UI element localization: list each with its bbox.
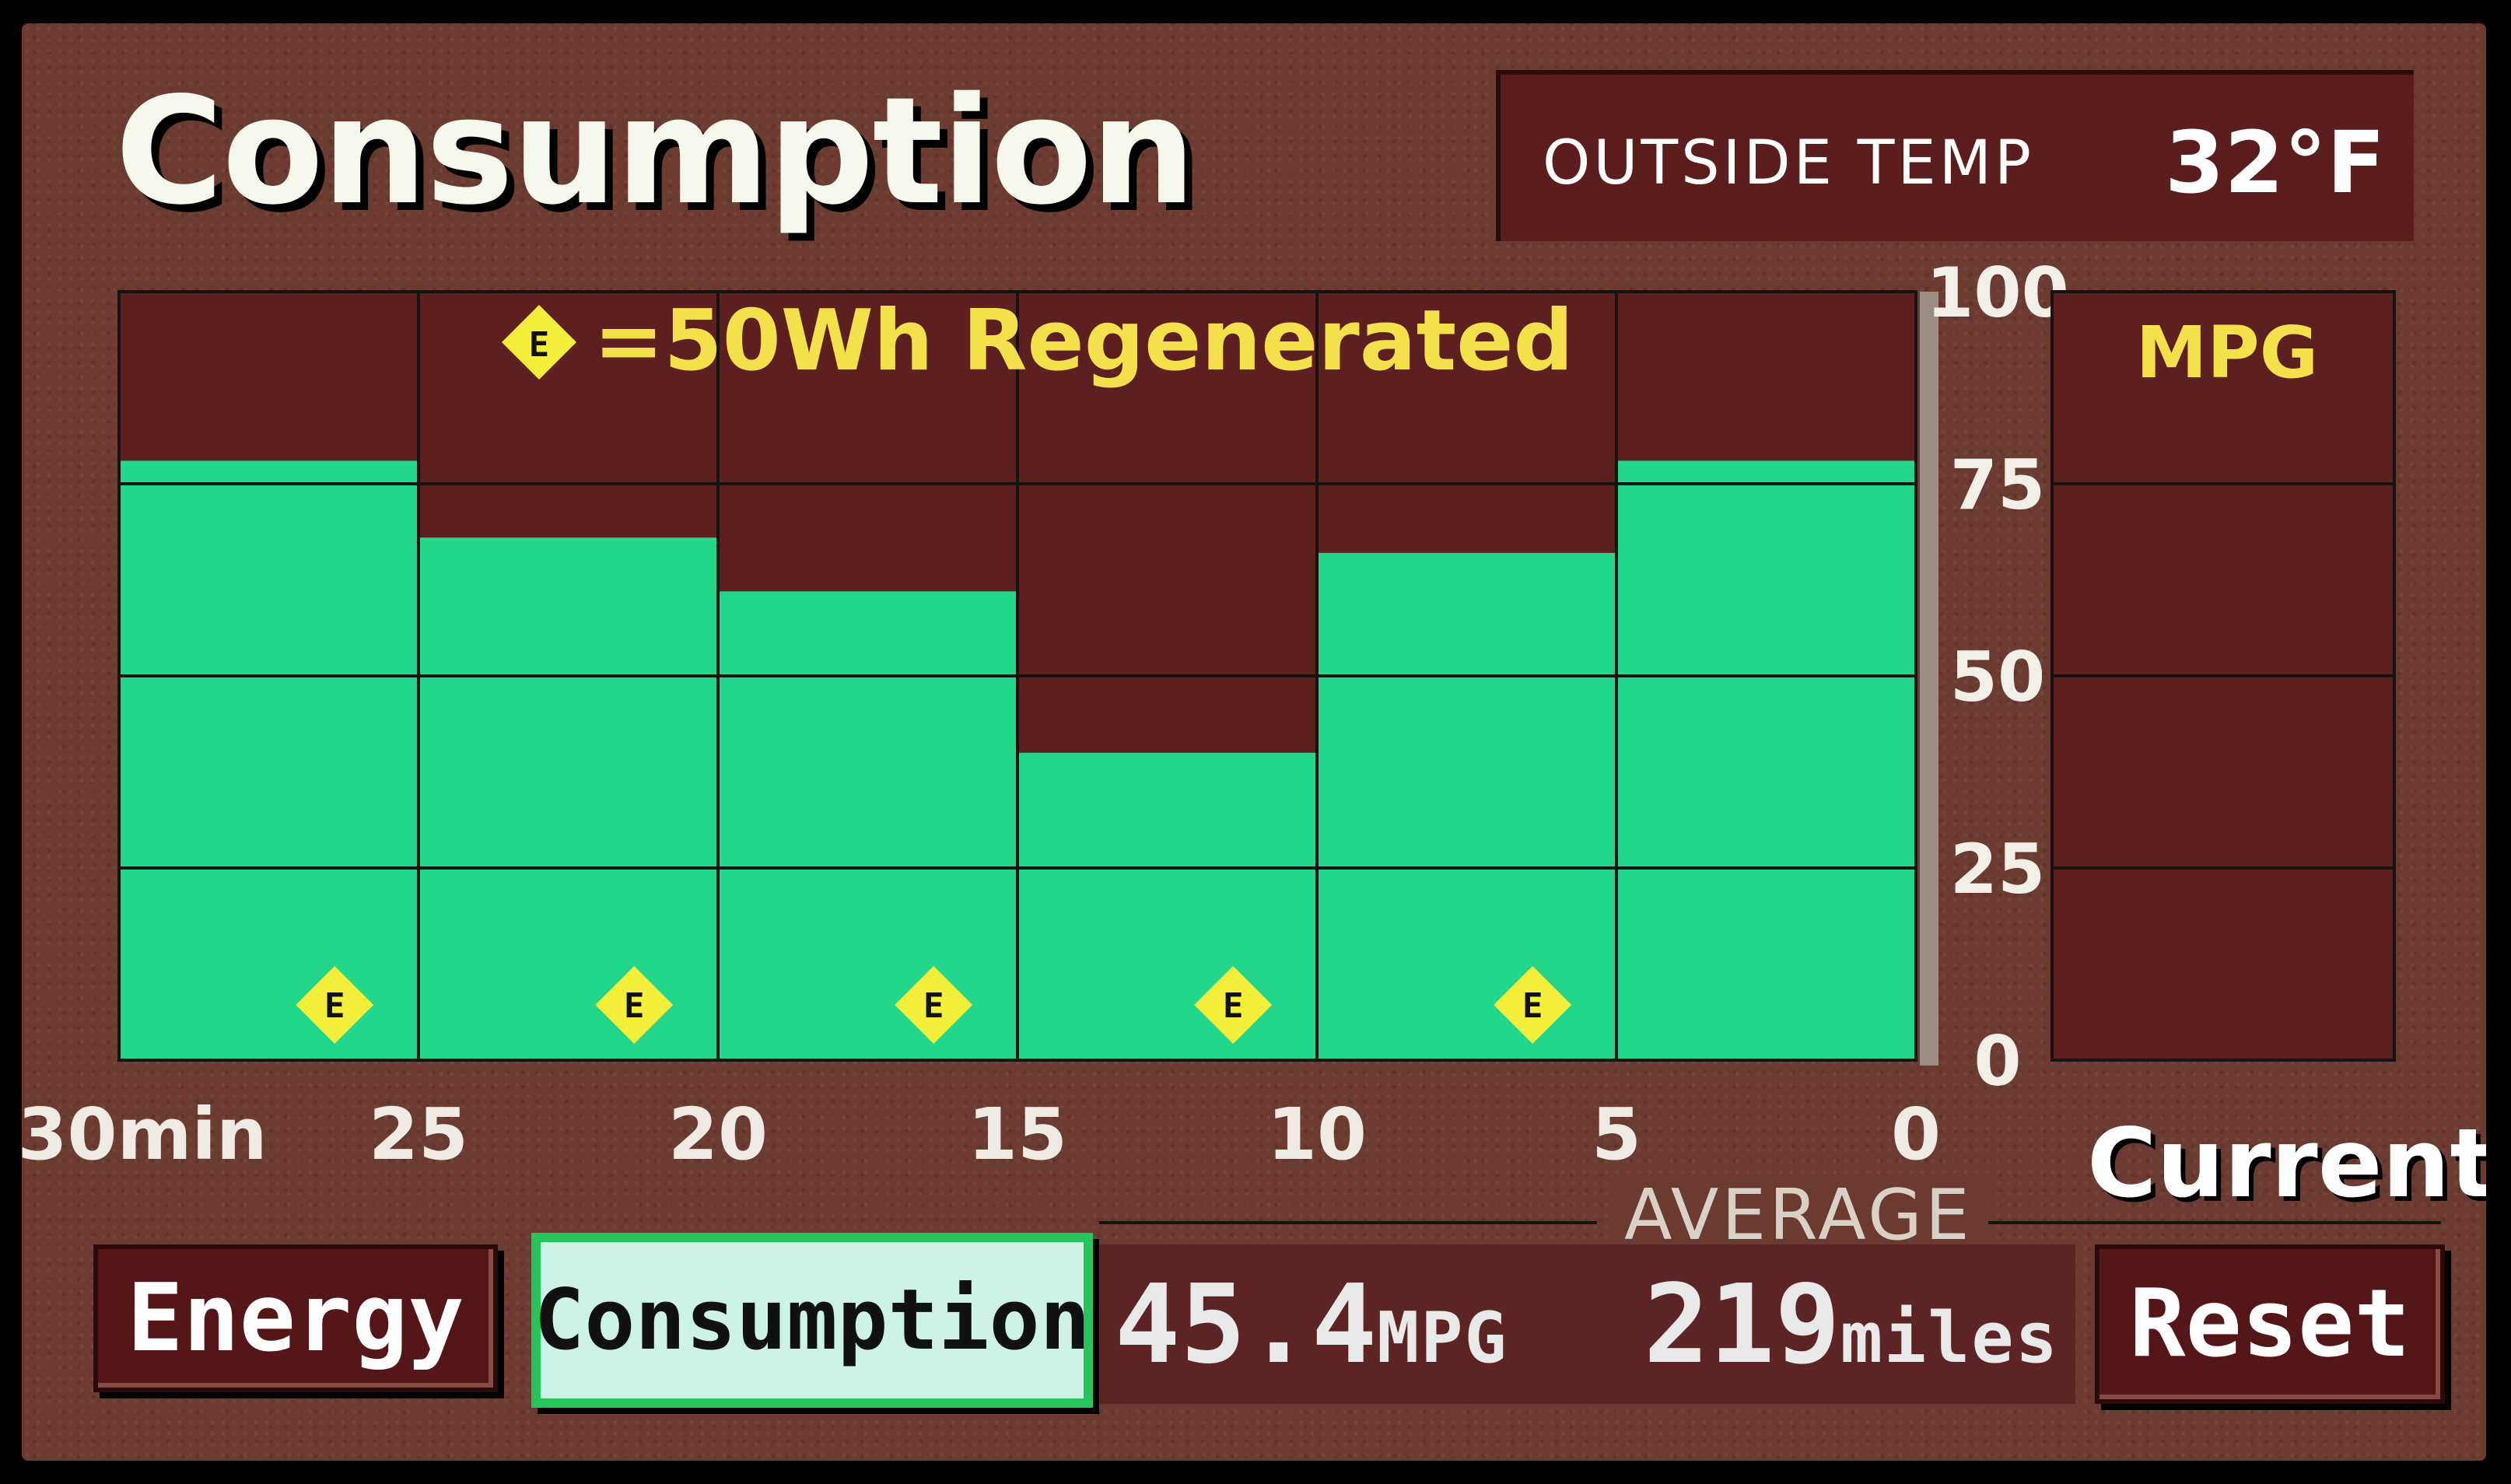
regen-marker-letter: E	[923, 986, 944, 1026]
average-title: AVERAGE	[1609, 1174, 1988, 1256]
average-mpg: 45.4MPG	[1115, 1262, 1508, 1388]
y-tick-label: 25	[1950, 829, 2045, 909]
y-tick-label: 100	[1926, 253, 2069, 333]
consumption-button[interactable]: Consumption	[531, 1233, 1093, 1408]
plot-border	[117, 290, 1917, 1062]
outside-temp-label: OUTSIDE TEMP	[1543, 128, 2035, 198]
regen-marker-letter: E	[1223, 986, 1244, 1026]
legend-text: =50Wh Regenerated	[594, 292, 1574, 390]
regen-marker-icon	[1494, 966, 1572, 1044]
y-axis-scale-bar	[1920, 292, 1938, 1066]
x-tick-label: 20	[668, 1093, 768, 1176]
regen-marker-letter: E	[1522, 986, 1543, 1026]
chart-bar-5	[1616, 460, 1916, 1060]
x-tick-label: 10	[1267, 1093, 1367, 1176]
regen-marker-icon	[296, 966, 374, 1044]
average-mpg-unit: MPG	[1377, 1297, 1508, 1379]
outside-temp-panel: OUTSIDE TEMP 32°F	[1496, 70, 2414, 241]
average-divider-right	[1904, 1221, 2441, 1224]
legend-regen-icon-letter: E	[529, 325, 550, 365]
y-tick-label: 75	[1950, 445, 2045, 525]
chart-bar-2	[718, 591, 1017, 1060]
legend-regen-icon	[502, 305, 576, 380]
x-tick-label: 15	[968, 1093, 1067, 1176]
regen-marker-icon	[895, 966, 973, 1044]
regen-marker-letter: E	[624, 986, 645, 1026]
average-panel: 45.4MPG 219miles	[1099, 1244, 2075, 1404]
energy-button[interactable]: Energy	[93, 1244, 498, 1392]
chart-bar-0	[119, 460, 418, 1060]
regen-marker-icon	[595, 966, 674, 1044]
chart-bar-1	[418, 537, 718, 1060]
display-screen: Consumption OUTSIDE TEMP 32°F 100 75 50 25 0…	[22, 23, 2486, 1461]
y-tick-label: 0	[1973, 1021, 2021, 1101]
chart-bar-4	[1317, 552, 1616, 1060]
x-tick-label: 30min	[22, 1093, 267, 1176]
average-miles-value: 219	[1644, 1262, 1840, 1388]
average-mpg-value: 45.4	[1115, 1262, 1378, 1388]
average-miles: 219miles	[1644, 1262, 2059, 1388]
average-miles-unit: miles	[1840, 1297, 2059, 1379]
x-tick-label: 5	[1592, 1093, 1641, 1176]
page-title: Consumption	[115, 65, 1196, 237]
regen-marker-icon	[1194, 966, 1273, 1044]
average-divider-left	[1099, 1221, 1597, 1224]
y-tick-label: 50	[1950, 637, 2045, 717]
current-label: Current	[2087, 1108, 2486, 1219]
chart-bar-3	[1017, 752, 1317, 1060]
x-tick-label: 25	[369, 1093, 468, 1176]
current-mpg-label: MPG	[2136, 311, 2319, 394]
reset-button[interactable]: Reset	[2095, 1244, 2445, 1404]
x-tick-label: 0	[1891, 1093, 1941, 1176]
outside-temp-value: 32°F	[2165, 113, 2386, 212]
regen-marker-letter: E	[324, 986, 345, 1026]
